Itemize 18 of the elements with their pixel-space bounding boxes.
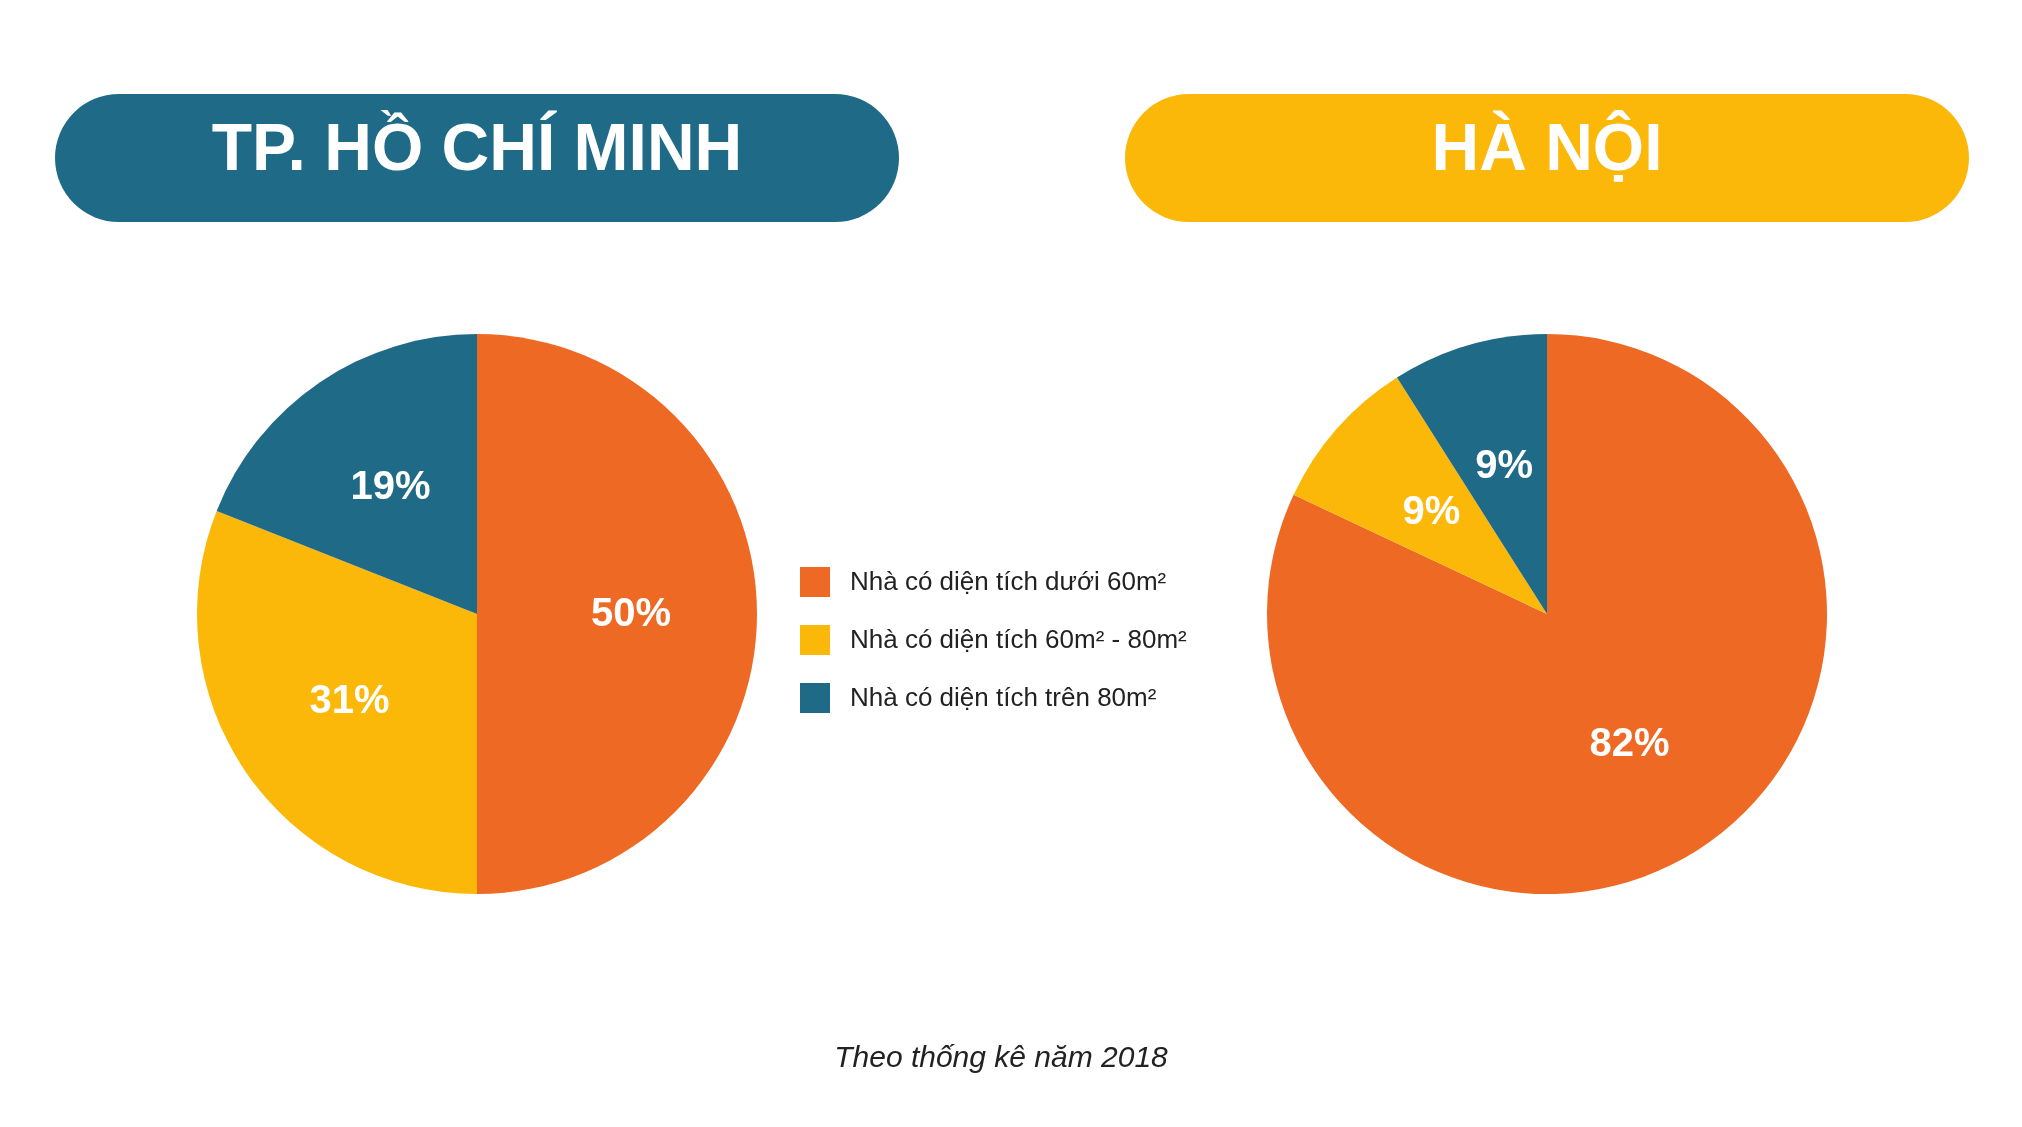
data-label: 19% bbox=[350, 462, 431, 507]
legend-label: Nhà có diện tích trên 80m² bbox=[850, 682, 1157, 712]
data-label: 31% bbox=[309, 676, 390, 721]
data-label: 50% bbox=[590, 590, 672, 634]
pie-slice bbox=[1267, 334, 1827, 894]
chart-title: TP. HỒ CHÍ MINH bbox=[211, 110, 743, 184]
pie-slice bbox=[1293, 377, 1547, 614]
data-label: 9% bbox=[1402, 488, 1461, 533]
pie-slice bbox=[216, 334, 477, 614]
legend-label: Nhà có diện tích 60m² - 80m² bbox=[850, 624, 1188, 654]
legend-label: Nhà có diện tích dưới 60m² bbox=[850, 566, 1167, 596]
text: Theo thống kê năm 2018 bbox=[833, 1040, 1169, 1074]
chart-title: HÀ NỘI bbox=[1431, 110, 1663, 184]
pie-slice bbox=[1396, 334, 1547, 614]
data-label: 82% bbox=[1589, 720, 1670, 765]
pie-slice bbox=[477, 334, 757, 894]
pie-slice bbox=[197, 510, 477, 894]
data-label: 9% bbox=[1475, 442, 1533, 487]
